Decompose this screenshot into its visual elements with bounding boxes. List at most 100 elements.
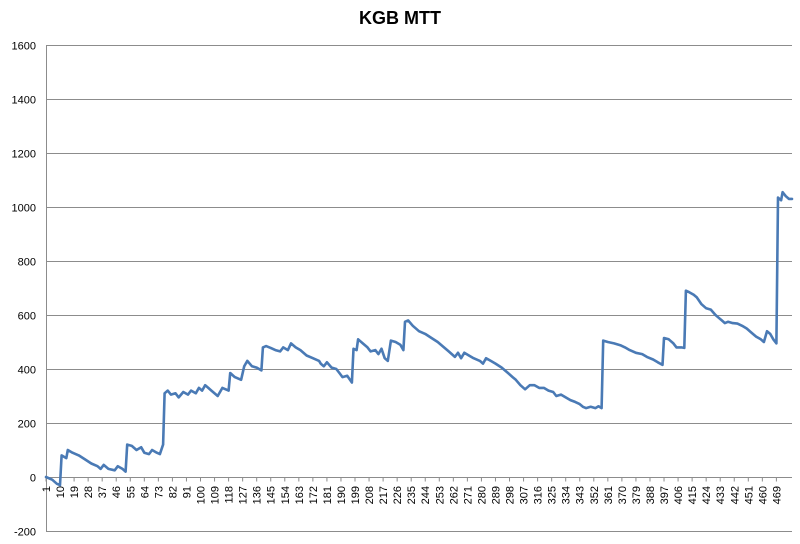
x-tick-label: 460	[757, 486, 769, 504]
data-point	[383, 357, 386, 360]
data-point	[741, 324, 744, 327]
x-tick-label: 271	[462, 486, 474, 504]
data-point	[45, 476, 47, 478]
x-tick-label: 82	[167, 486, 179, 498]
data-point	[163, 392, 166, 395]
data-point	[229, 372, 232, 374]
data-point	[221, 386, 224, 389]
data-point	[411, 324, 414, 327]
y-tick-label: 200	[18, 419, 36, 431]
data-point	[60, 454, 63, 457]
data-point	[661, 363, 664, 366]
gridlines	[46, 45, 792, 532]
x-tick-label: 370	[617, 486, 629, 504]
data-point	[436, 341, 439, 343]
data-point	[555, 395, 558, 397]
data-point	[338, 372, 341, 374]
x-tick-label: 262	[448, 486, 460, 504]
series-layer	[44, 190, 794, 487]
x-tick-label: 244	[420, 486, 432, 504]
data-point	[260, 369, 263, 372]
x-tick-label: 28	[83, 486, 95, 498]
data-point	[482, 362, 484, 365]
data-point	[246, 359, 249, 362]
x-tick-label: 388	[645, 486, 657, 504]
data-point	[99, 467, 102, 470]
x-tick-label: 109	[210, 486, 222, 504]
data-point	[447, 350, 450, 353]
data-point	[683, 346, 686, 349]
data-point	[233, 376, 236, 379]
data-point	[430, 337, 433, 339]
data-point	[533, 384, 536, 387]
data-point	[290, 342, 292, 345]
data-point	[613, 342, 616, 345]
x-tick-label: 163	[294, 486, 306, 504]
x-tick-label: 199	[350, 486, 362, 504]
y-tick-label: 600	[18, 311, 36, 323]
data-point	[282, 346, 285, 349]
data-point	[528, 384, 531, 387]
data-point	[399, 343, 402, 346]
data-point	[759, 338, 762, 341]
data-point	[279, 350, 282, 353]
data-point	[201, 389, 204, 392]
y-tick-label: 0	[30, 473, 36, 485]
y-tick-label: 1600	[12, 41, 36, 53]
data-point	[274, 349, 277, 352]
x-tick-label: 10	[55, 486, 67, 498]
data-point	[560, 393, 562, 396]
x-tick-label: 217	[378, 486, 390, 504]
x-tick-label: 343	[575, 486, 587, 504]
data-point	[59, 484, 61, 487]
data-point	[55, 482, 58, 485]
data-point	[634, 351, 637, 354]
data-point	[341, 376, 344, 379]
data-point	[407, 319, 410, 322]
y-tick-label: 1000	[12, 203, 36, 215]
x-tick-label: 19	[69, 486, 81, 498]
data-point	[51, 478, 54, 481]
data-point	[675, 346, 678, 349]
x-tick-label: 1	[41, 486, 53, 492]
x-tick-label: 424	[701, 486, 713, 504]
data-point	[762, 341, 765, 343]
data-point	[177, 396, 180, 399]
data-point	[600, 407, 603, 410]
data-point	[386, 359, 389, 362]
data-point	[330, 366, 333, 369]
data-point	[463, 351, 466, 354]
data-point	[717, 316, 720, 319]
data-point	[366, 346, 369, 349]
data-point	[472, 357, 475, 360]
data-point	[700, 303, 703, 306]
data-point	[507, 372, 509, 374]
x-tick-label: 55	[125, 486, 137, 498]
data-point	[453, 355, 456, 358]
data-point	[346, 374, 349, 377]
data-point	[255, 366, 258, 369]
data-point	[564, 396, 567, 399]
x-tick-label: 469	[771, 486, 783, 504]
data-point	[766, 330, 768, 333]
data-point	[243, 365, 246, 368]
data-point	[361, 342, 364, 345]
x-tick-label: 145	[266, 486, 278, 504]
data-point	[709, 308, 712, 311]
y-tick-labels: -200 0 200 400 600 800 1000 1200 1400 1600	[12, 41, 36, 539]
data-point	[126, 443, 129, 446]
data-point	[714, 314, 717, 316]
data-point	[124, 470, 127, 473]
y-tick-label: 1200	[12, 149, 36, 161]
data-point	[227, 389, 230, 392]
data-point	[443, 346, 445, 349]
data-point	[350, 381, 353, 384]
data-point	[66, 449, 69, 451]
data-point	[692, 293, 695, 296]
x-tick-label: 208	[364, 486, 376, 504]
x-tick-label: 289	[490, 486, 502, 504]
data-point	[589, 405, 592, 408]
data-point	[731, 322, 734, 325]
data-point	[369, 350, 372, 353]
